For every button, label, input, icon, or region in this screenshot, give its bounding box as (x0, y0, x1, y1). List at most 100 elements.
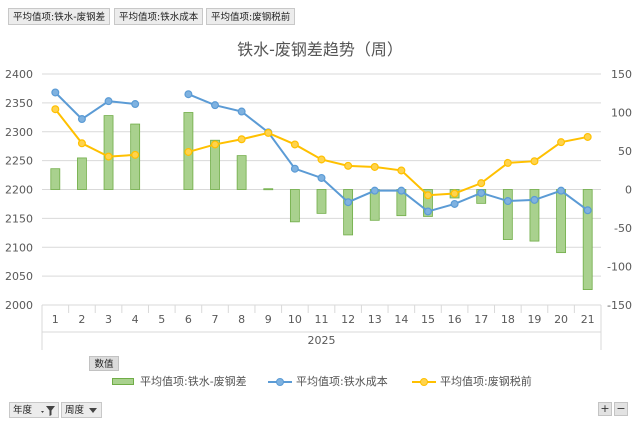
data-point (211, 101, 220, 110)
bar (556, 189, 566, 254)
data-point (557, 138, 566, 147)
data-point (51, 88, 60, 97)
legend-label: 平均值项:铁水-废钢差 (140, 375, 247, 388)
series-line (54, 91, 136, 121)
x-tick-label: 8 (238, 313, 245, 326)
y-left-tick-label: 2100 (5, 241, 33, 254)
y-right-tick-label: 150 (611, 68, 632, 81)
bar (236, 155, 247, 190)
x-tick-label: 7 (212, 313, 219, 326)
field-button-iron-cost[interactable]: 平均值项:铁水成本 (114, 8, 204, 25)
x-tick-label: 2 (78, 313, 85, 326)
x-tick-label: 10 (288, 313, 302, 326)
data-point (450, 199, 459, 208)
data-point (503, 158, 512, 167)
y-left-tick-label: 2050 (5, 270, 33, 283)
data-point (131, 150, 140, 159)
data-point (131, 100, 140, 109)
bar (289, 189, 300, 223)
data-point (530, 157, 539, 166)
bar (316, 189, 327, 214)
y-left-tick-label: 2200 (5, 184, 33, 197)
bar (263, 188, 274, 191)
legend-label: 平均值项:废钢税前 (440, 375, 532, 388)
y-right-tick-label: -150 (607, 299, 632, 312)
x-tick-label: 4 (132, 313, 139, 326)
data-point (77, 139, 86, 148)
expand-button[interactable]: + (598, 402, 612, 416)
series-line (54, 108, 136, 158)
bar (77, 157, 87, 190)
x-tick-label: 18 (501, 313, 515, 326)
data-point (344, 198, 353, 207)
y-right-tick-label: -100 (607, 261, 632, 274)
data-point (423, 191, 432, 200)
field-button-scrap-pretax[interactable]: 平均值项:废钢税前 (206, 8, 296, 25)
data-point (290, 140, 299, 149)
bar (343, 189, 354, 236)
data-point (317, 155, 326, 164)
data-point (237, 107, 246, 116)
legend-label: 平均值项:铁水成本 (296, 375, 388, 388)
data-point (51, 105, 60, 114)
values-field-button[interactable]: 数值 (89, 356, 119, 371)
data-point (184, 147, 193, 156)
data-point (397, 166, 406, 175)
x-tick-label: 17 (474, 313, 488, 326)
data-point (370, 186, 379, 195)
chart-title: 铁水-废钢差趋势（周） (237, 40, 403, 59)
bar (423, 189, 433, 217)
data-point (583, 132, 592, 141)
x-tick-label: 21 (581, 313, 595, 326)
series-line (188, 131, 588, 197)
y-left-tick-label: 2150 (5, 212, 33, 225)
y-left-tick-label: 2000 (5, 299, 33, 312)
x-tick-label: 12 (341, 313, 355, 326)
x-tick-label: 3 (105, 313, 112, 326)
bar (50, 168, 61, 190)
data-point (530, 195, 539, 204)
data-point (184, 90, 193, 99)
data-point (423, 207, 432, 216)
data-point (397, 186, 406, 195)
bar (103, 115, 114, 190)
x-tick-label: 13 (368, 313, 382, 326)
data-point (557, 186, 566, 195)
series-line (188, 93, 589, 213)
chart-legend: 平均值项:铁水-废钢差 平均值项:铁水成本 平均值项:废钢税前 (0, 374, 640, 390)
data-point (370, 162, 379, 171)
bar (582, 189, 593, 290)
data-point (237, 135, 246, 144)
data-point (477, 179, 486, 188)
x-tick-label: 6 (185, 313, 192, 326)
field-button-iron-scrap-diff[interactable]: 平均值项:铁水-废钢差 (8, 8, 111, 25)
year-filter-label: 年度 (13, 405, 33, 416)
data-point (290, 164, 299, 173)
data-point (344, 161, 353, 170)
bar (210, 139, 220, 190)
y-left-tick-label: 2250 (5, 155, 33, 168)
collapse-button[interactable]: − (614, 402, 628, 416)
bar (529, 189, 540, 242)
x-axis-group-label: 2025 (308, 334, 336, 347)
bar (502, 189, 513, 240)
filter-icon (41, 406, 55, 416)
x-tick-label: 15 (421, 313, 435, 326)
y-right-tick-label: -50 (614, 222, 632, 235)
year-filter-button[interactable]: 年度 (9, 402, 59, 418)
data-point (583, 206, 592, 215)
legend-bar-swatch (112, 378, 134, 385)
y-left-tick-label: 2350 (5, 97, 33, 110)
x-tick-label: 20 (554, 313, 568, 326)
week-filter-label: 周度 (65, 405, 85, 416)
x-tick-label: 16 (448, 313, 462, 326)
y-right-tick-label: 100 (611, 107, 632, 120)
y-left-tick-label: 2300 (5, 126, 33, 139)
data-point (503, 197, 512, 206)
dropdown-icon (89, 408, 97, 413)
week-filter-button[interactable]: 周度 (61, 402, 102, 418)
data-point (211, 140, 220, 149)
x-tick-label: 9 (265, 313, 272, 326)
data-point (104, 152, 113, 161)
